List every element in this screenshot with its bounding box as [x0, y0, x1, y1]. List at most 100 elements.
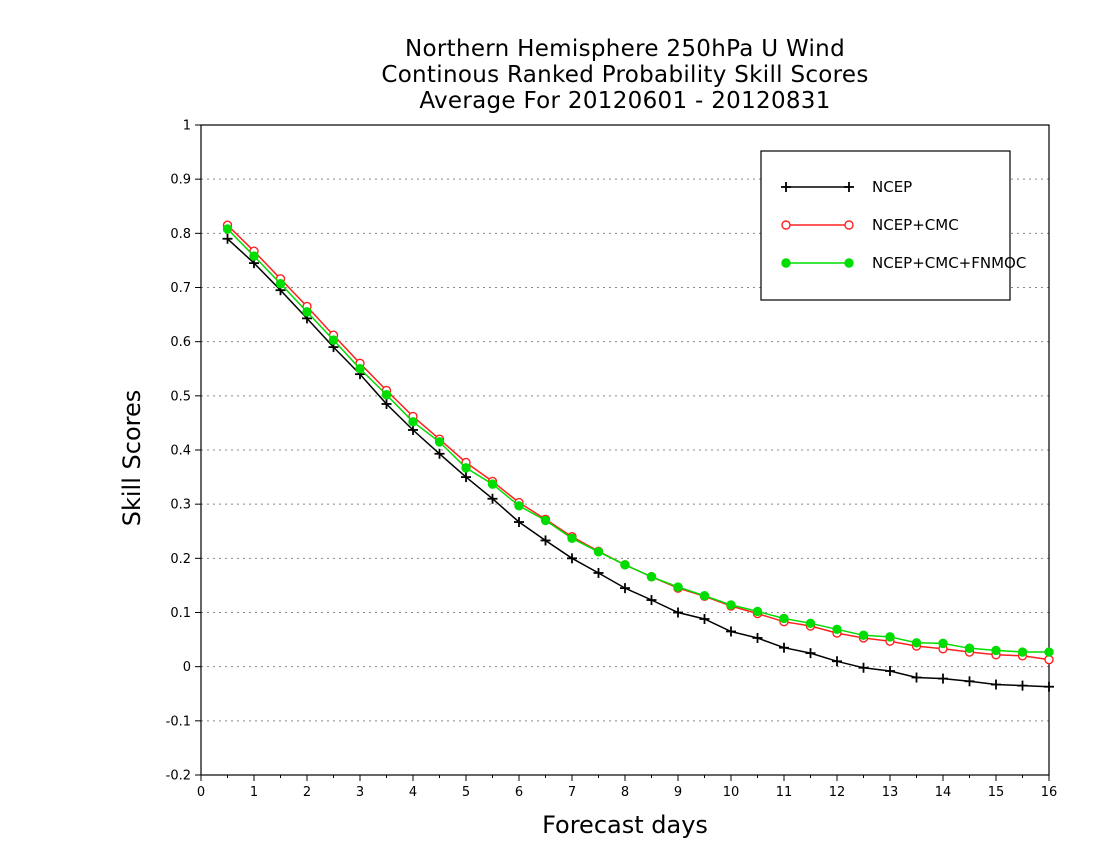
y-tick-label-2: 0 — [183, 660, 191, 675]
series-0-point-31 — [1044, 681, 1054, 692]
y-tick-label-0: -0.2 — [166, 769, 191, 784]
y-tick-label-5: 0.3 — [170, 498, 191, 513]
series-0-point-27 — [938, 673, 948, 684]
series-0-point-9 — [461, 472, 471, 483]
legend-marker-end-1 — [844, 220, 854, 230]
x-tick-label-15: 15 — [988, 785, 1005, 800]
series-2-point-28 — [964, 643, 975, 653]
legend-marker-end-2 — [844, 258, 854, 268]
x-tick-label-9: 9 — [674, 785, 682, 800]
legend-marker-start-0 — [781, 182, 791, 192]
y-tick-label-4: 0.2 — [170, 552, 191, 567]
series-0-point-25 — [885, 666, 895, 676]
series-0-point-17 — [673, 607, 683, 618]
series-2-point-29 — [991, 645, 1001, 656]
y-tick-label-7: 0.5 — [170, 389, 191, 404]
series-2-point-13 — [567, 533, 577, 543]
series-0-point-21 — [779, 642, 789, 653]
series-2-point-27 — [938, 638, 948, 649]
x-tick-label-6: 6 — [515, 785, 523, 800]
series-0-point-14 — [593, 567, 604, 578]
series-2-point-25 — [885, 632, 895, 642]
series-2-point-23 — [832, 624, 842, 634]
series-0-point-12 — [540, 535, 551, 546]
series-0-point-23 — [832, 656, 842, 667]
y-tick-label-11: 0.9 — [170, 173, 191, 188]
series-0-point-8 — [434, 448, 445, 459]
legend-marker-start-1 — [781, 220, 791, 230]
y-tick-label-6: 0.4 — [170, 444, 191, 459]
series-2-point-24 — [858, 630, 869, 640]
x-tick-label-4: 4 — [409, 785, 417, 800]
x-axis-label: Forecast days — [542, 811, 708, 839]
chart-title-line-1: Northern Hemisphere 250hPa U Wind — [405, 36, 845, 62]
x-tick-label-5: 5 — [462, 785, 470, 800]
chart-title-line-2: Continous Ranked Probability Skill Score… — [381, 62, 869, 88]
series-2-point-31 — [1044, 647, 1054, 657]
x-tick-label-2: 2 — [303, 785, 311, 800]
x-tick-label-3: 3 — [356, 785, 364, 800]
series-2-point-12 — [540, 515, 551, 526]
x-tick-label-0: 0 — [197, 785, 205, 800]
series-0-point-29 — [991, 679, 1001, 690]
y-tick-label-8: 0.6 — [170, 335, 191, 350]
series-2-point-5 — [355, 364, 365, 374]
series-2-point-1 — [249, 251, 259, 261]
x-tick-label-16: 16 — [1041, 785, 1058, 800]
series-0-point-15 — [620, 583, 630, 594]
series-0-point-18 — [699, 614, 710, 624]
series-2-point-15 — [620, 560, 630, 570]
series-0-point-16 — [646, 595, 657, 606]
y-tick-label-10: 0.8 — [170, 227, 191, 242]
series-2-point-8 — [434, 437, 445, 447]
series-0-point-6 — [381, 398, 392, 409]
y-tick-label-12: 1 — [183, 119, 191, 134]
chart-title-line-3: Average For 20120601 - 20120831 — [419, 88, 831, 114]
x-tick-label-10: 10 — [723, 785, 740, 800]
series-1-point-31 — [1044, 654, 1054, 665]
x-tick-label-1: 1 — [250, 785, 258, 800]
series-2-point-7 — [408, 417, 418, 427]
series-2-point-17 — [673, 582, 683, 592]
legend: NCEP NCEP+CMC NCEP+CMC+FNMOC — [760, 150, 1026, 301]
series-2-point-6 — [381, 390, 392, 400]
series-0-point-11 — [514, 517, 524, 528]
legend-marker-start-2 — [781, 258, 791, 268]
x-tick-label-14: 14 — [935, 785, 952, 800]
series-2-point-0 — [222, 224, 233, 234]
series-2-point-14 — [593, 547, 604, 557]
x-tick-label-8: 8 — [621, 785, 629, 800]
series-0-point-19 — [726, 626, 736, 637]
series-2-point-22 — [805, 618, 816, 629]
series-0-point-28 — [964, 676, 975, 687]
series-2-point-21 — [779, 613, 789, 624]
series-2-point-26 — [911, 638, 922, 648]
series-0-point-13 — [567, 553, 577, 564]
series-2-point-10 — [487, 479, 498, 489]
data-series — [222, 220, 1054, 692]
series-2-point-3 — [302, 307, 312, 317]
series-2-point-20 — [752, 606, 763, 617]
series-0-point-24 — [858, 662, 869, 673]
legend-label-0: NCEP — [872, 178, 912, 196]
legend-label-1: NCEP+CMC — [872, 216, 959, 234]
series-2-point-2 — [275, 279, 286, 289]
x-tick-label-13: 13 — [882, 785, 899, 800]
y-axis-label: Skill Scores — [118, 390, 146, 527]
plot-axes: -0.2-0.100.10.20.30.40.50.60.70.80.910 1 2… — [166, 119, 1058, 801]
series-2-point-18 — [699, 591, 710, 601]
series-2-point-16 — [646, 572, 657, 582]
x-tick-label-12: 12 — [829, 785, 846, 800]
series-0-point-0 — [222, 233, 233, 244]
series-0-point-30 — [1017, 680, 1028, 691]
x-tick-label-7: 7 — [568, 785, 576, 800]
series-0-point-20 — [752, 632, 763, 643]
series-line-0 — [226, 238, 1050, 688]
y-tick-label-3: 0.1 — [170, 606, 191, 621]
y-tick-label-9: 0.7 — [170, 281, 191, 296]
legend-label-2: NCEP+CMC+FNMOC — [872, 254, 1026, 272]
x-tick-label-11: 11 — [776, 785, 793, 800]
series-2-point-9 — [461, 463, 471, 473]
series-2-point-4 — [328, 335, 339, 345]
